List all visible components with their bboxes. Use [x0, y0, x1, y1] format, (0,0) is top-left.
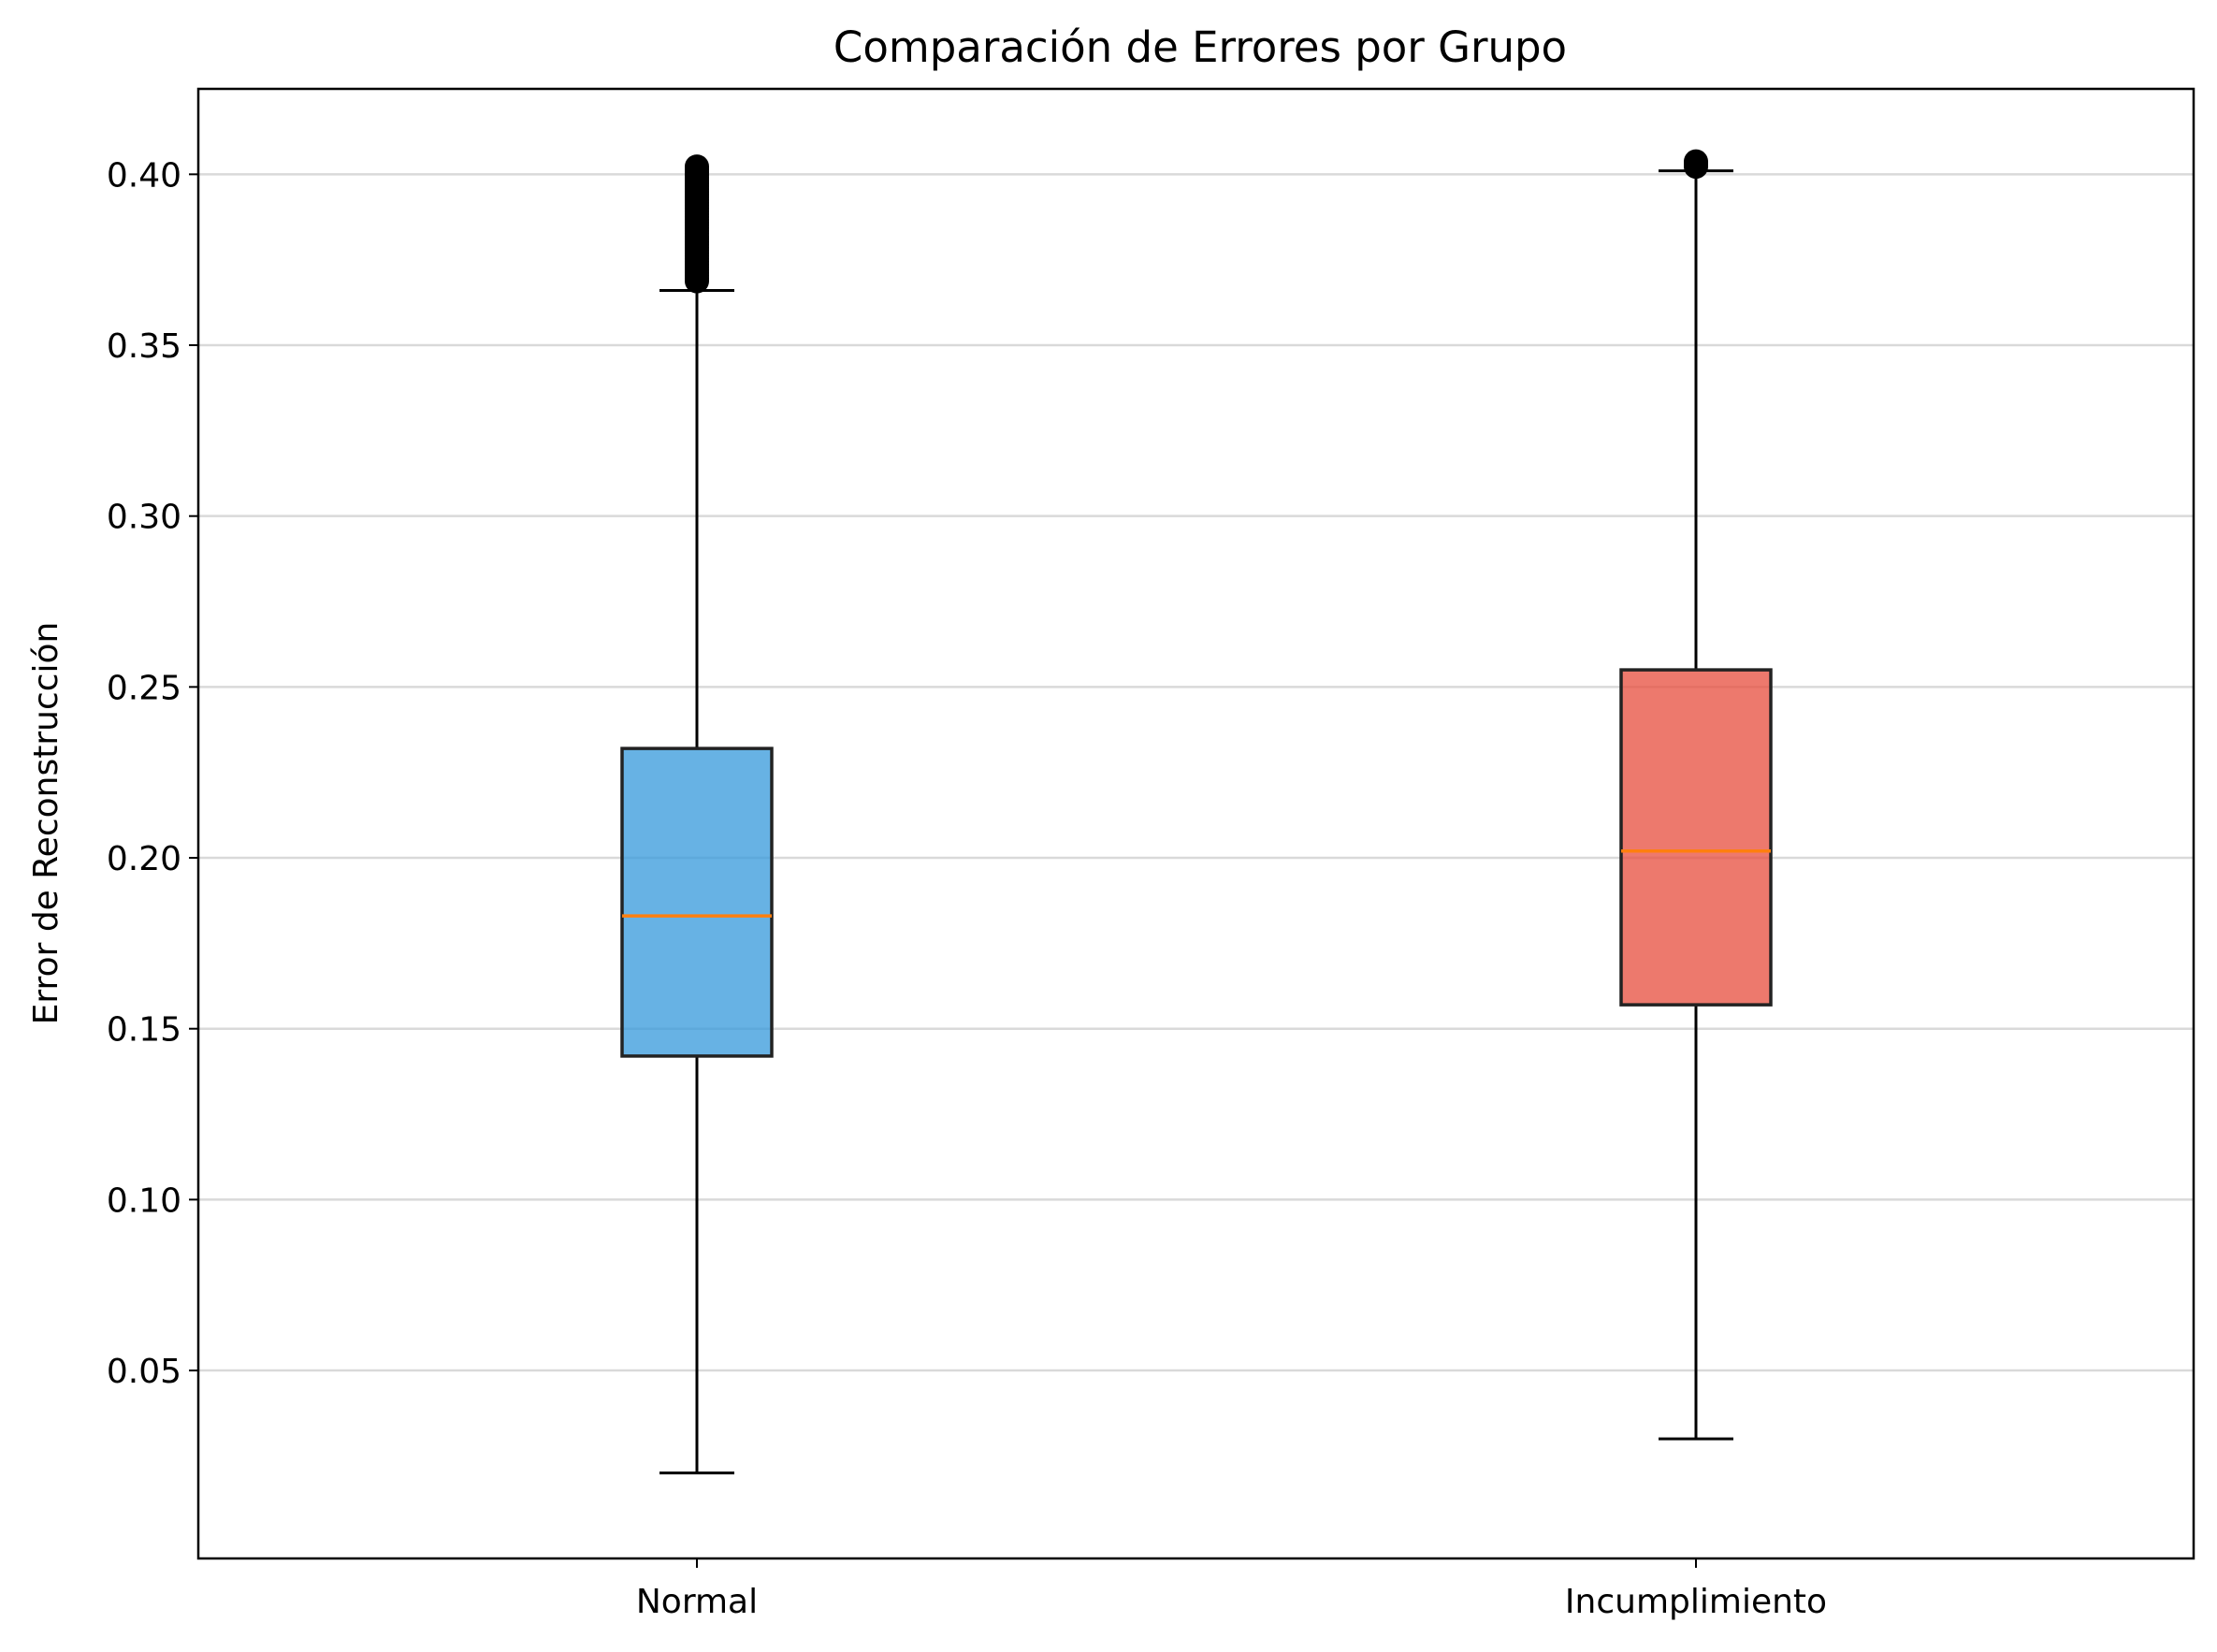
- axes-frame: [196, 87, 2195, 1560]
- box-group: [1619, 149, 1773, 1441]
- x-axis-ticks: Normal Incumplimiento: [636, 1558, 1827, 1621]
- y-tick-label: 0.40: [107, 156, 181, 195]
- iqr-box: [1619, 668, 1773, 1007]
- box-group: [620, 154, 774, 1475]
- y-axis-ticks: 0.05 0.10 0.15 0.20 0.25 0.30 0.35 0.40: [107, 156, 198, 1391]
- grid-lines: [198, 173, 2194, 1372]
- x-tick-label: Incumplimiento: [1565, 1583, 1827, 1621]
- y-axis-label: Error de Reconstrucción: [27, 622, 65, 1025]
- y-tick-label: 0.25: [107, 669, 181, 707]
- y-tick-label: 0.15: [107, 1011, 181, 1050]
- y-tick-label: 0.05: [107, 1353, 181, 1391]
- y-tick-label: 0.35: [107, 327, 181, 366]
- chart-title: Comparación de Errores por Grupo: [833, 22, 1567, 72]
- y-tick-label: 0.30: [107, 499, 181, 537]
- plot-area: [620, 149, 1773, 1475]
- outlier-point: [1684, 154, 1708, 180]
- outlier-point: [685, 154, 709, 180]
- y-tick-label: 0.20: [107, 840, 181, 878]
- y-tick-label: 0.10: [107, 1181, 181, 1220]
- x-tick-label: Normal: [636, 1583, 758, 1621]
- iqr-box: [620, 746, 774, 1058]
